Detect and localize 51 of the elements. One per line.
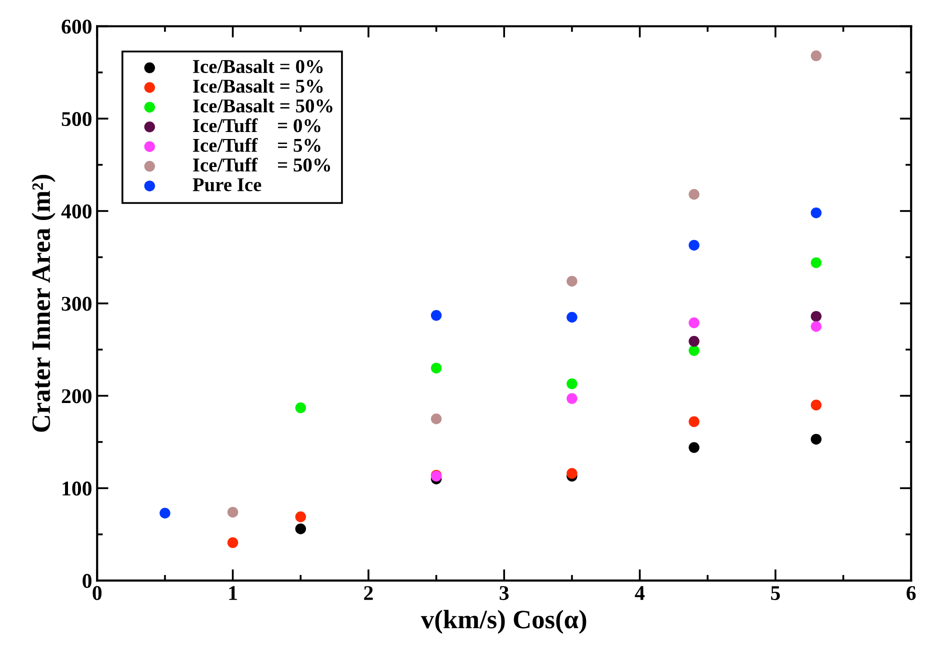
- point: [430, 414, 442, 424]
- x-tick-label: 5: [771, 586, 780, 600]
- point: [810, 50, 822, 62]
- point: [566, 468, 578, 479]
- point: [160, 508, 170, 518]
- legend-label: Ice/Tuff = 50%: [193, 158, 330, 172]
- point: [688, 317, 700, 328]
- point: [566, 276, 578, 287]
- y-tick-label: 300: [62, 296, 92, 311]
- point: [810, 434, 822, 445]
- point: [295, 402, 306, 414]
- legend-label: Pure Ice: [192, 178, 262, 192]
- legend-label: Ice/Basalt = 0%: [193, 59, 323, 74]
- legend-label: Ice/Basalt = 50%: [193, 98, 332, 113]
- x-axis-title: v(km/s) Cos(α): [420, 610, 586, 634]
- point: [430, 362, 442, 374]
- x-tick-label: 6: [906, 586, 916, 600]
- point: [810, 310, 822, 322]
- point: [810, 207, 822, 218]
- point: [688, 336, 700, 347]
- point: [810, 257, 822, 268]
- y-axis-title: Crater Inner Area (m²): [32, 174, 56, 432]
- point: [295, 523, 306, 534]
- x-tick-label: 2: [364, 586, 373, 600]
- legend-label: Ice/Basalt = 5%: [193, 79, 323, 93]
- point: [227, 537, 238, 548]
- legend-label: Ice/Tuff = 5%: [193, 138, 320, 152]
- x-tick-label: 4: [634, 586, 645, 600]
- point: [688, 240, 700, 251]
- legend-label: Ice/Tuff = 0%: [193, 118, 320, 132]
- point: [810, 400, 822, 410]
- point: [810, 321, 822, 332]
- point: [295, 511, 306, 522]
- y-tick-label: 600: [62, 20, 92, 34]
- y-tick-label: 200: [62, 389, 92, 404]
- point: [566, 312, 578, 323]
- y-tick-label: 400: [61, 204, 92, 218]
- y-tick-label: 500: [62, 112, 92, 126]
- point: [688, 416, 700, 428]
- x-tick-label: 3: [500, 586, 509, 600]
- point: [430, 310, 442, 321]
- point: [566, 378, 578, 390]
- point: [688, 345, 700, 356]
- point: [566, 393, 578, 404]
- y-tick-label: 100: [62, 482, 92, 496]
- point: [688, 442, 700, 453]
- x-tick-label: 0: [92, 586, 102, 600]
- y-tick-label: 0: [82, 574, 92, 588]
- x-tick-label: 1: [229, 586, 237, 600]
- point: [227, 506, 238, 518]
- point: [688, 189, 700, 200]
